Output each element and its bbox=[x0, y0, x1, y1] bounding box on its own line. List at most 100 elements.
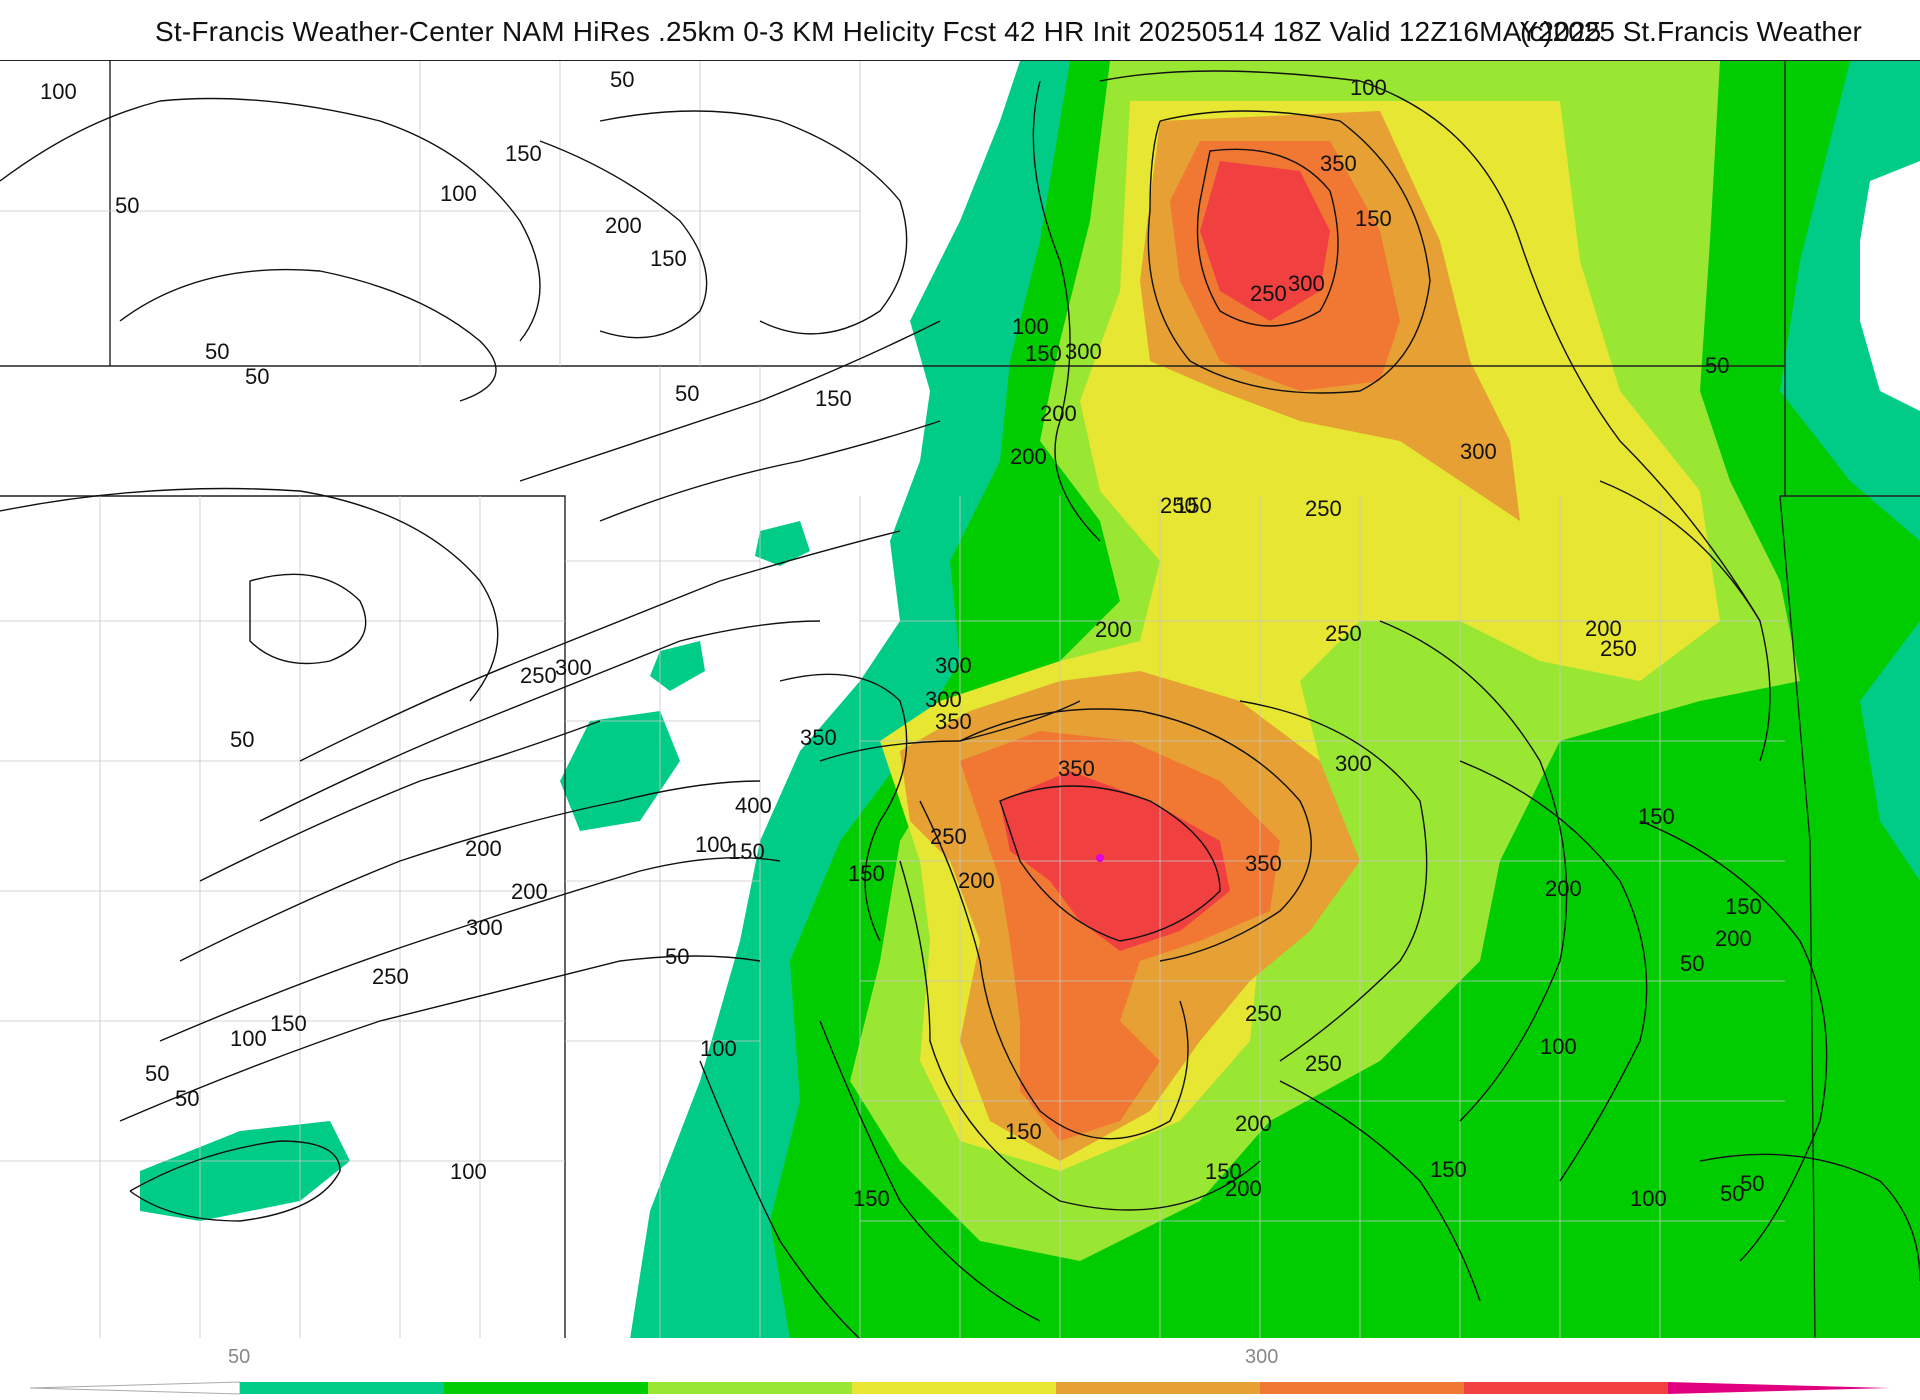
contour-label: 250 bbox=[930, 824, 967, 849]
max-marker bbox=[1096, 854, 1104, 862]
colorbar-segment bbox=[240, 1382, 444, 1394]
contour-label: 150 bbox=[848, 861, 885, 886]
contour-label: 100 bbox=[700, 1036, 737, 1061]
contour-label: 300 bbox=[1065, 339, 1102, 364]
contour-label: 300 bbox=[555, 655, 592, 680]
contour-line bbox=[1699, 1153, 1920, 1282]
fill-below-50-east bbox=[1860, 161, 1920, 411]
contour-line bbox=[699, 1060, 861, 1339]
contour-label: 250 bbox=[1250, 281, 1287, 306]
contour-label: 150 bbox=[650, 246, 687, 271]
contour-line bbox=[599, 110, 908, 335]
contour-line bbox=[119, 955, 761, 1122]
contour-label: 350 bbox=[1058, 756, 1095, 781]
contour-label: 50 bbox=[145, 1061, 169, 1086]
colorbar-tick-label: 50 bbox=[228, 1346, 251, 1368]
contour-label: 50 bbox=[1740, 1171, 1764, 1196]
contour-line bbox=[819, 1020, 1041, 1322]
contour-label: 250 bbox=[1160, 493, 1197, 518]
boundaries bbox=[0, 61, 1920, 1339]
contour-label: 250 bbox=[1245, 1001, 1282, 1026]
copyright-text: (c)2025 St.Francis Weather bbox=[1520, 16, 1862, 47]
colorbar-tick-label: 300 bbox=[1245, 1346, 1279, 1368]
contour-line bbox=[539, 140, 708, 339]
contour-label: 150 bbox=[1430, 1157, 1467, 1182]
contour-label: 150 bbox=[1005, 1119, 1042, 1144]
contour-line bbox=[259, 620, 821, 822]
contour-label: 50 bbox=[1705, 353, 1729, 378]
contour-label: 150 bbox=[505, 141, 542, 166]
contour-label: 300 bbox=[466, 915, 503, 940]
contour-label: 200 bbox=[511, 879, 548, 904]
contour-line bbox=[779, 673, 908, 942]
contour-line bbox=[299, 530, 901, 762]
contour-line bbox=[599, 420, 941, 522]
contour-label: 250 bbox=[1305, 496, 1342, 521]
contour-label: 200 bbox=[605, 213, 642, 238]
contour-line bbox=[0, 487, 499, 702]
contour-label: 200 bbox=[1235, 1111, 1272, 1136]
colorbar-segment bbox=[444, 1382, 648, 1394]
fill-350-region bbox=[1200, 161, 1330, 321]
contour-label: 50 bbox=[245, 364, 269, 389]
fill-blob-2 bbox=[650, 641, 705, 691]
county-lines bbox=[0, 61, 1785, 1339]
contour-label: 200 bbox=[465, 836, 502, 861]
contour-label: 100 bbox=[1012, 314, 1049, 339]
contour-label: 350 bbox=[935, 709, 972, 734]
contour-line bbox=[1147, 110, 1431, 394]
contour-line bbox=[1639, 820, 1828, 1262]
contour-label: 200 bbox=[958, 868, 995, 893]
contour-line bbox=[1279, 1080, 1481, 1302]
contour-line bbox=[999, 785, 1221, 942]
contour-label: 150 bbox=[1638, 804, 1675, 829]
state-boundary bbox=[0, 61, 1920, 1339]
fill-blob-4 bbox=[140, 1121, 350, 1221]
contour-label: 200 bbox=[1095, 617, 1132, 642]
contour-line bbox=[159, 856, 781, 1042]
contour-line bbox=[1239, 700, 1428, 1062]
county-grid bbox=[0, 61, 1785, 1339]
contour-label: 50 bbox=[115, 193, 139, 218]
contour-label: 250 bbox=[1305, 1051, 1342, 1076]
header: St-Francis Weather-Center NAM HiRes .25k… bbox=[0, 0, 1920, 62]
contour-label: 100 bbox=[695, 832, 732, 857]
contour-label: 300 bbox=[1335, 751, 1372, 776]
contour-line bbox=[919, 800, 1189, 1140]
contour-label: 150 bbox=[728, 839, 765, 864]
fill-blob-3 bbox=[560, 711, 680, 831]
contour-label: 50 bbox=[230, 727, 254, 752]
colorbar-right-arrow bbox=[1668, 1382, 1890, 1394]
contour-label: 150 bbox=[815, 386, 852, 411]
contour-label: 200 bbox=[1545, 876, 1582, 901]
contour-line bbox=[959, 708, 1312, 962]
contour-label: 50 bbox=[205, 339, 229, 364]
contour-label: 100 bbox=[230, 1026, 267, 1051]
contour-labels: 1005020015010050200150100501502003003503… bbox=[40, 67, 1764, 1211]
helicity-fill bbox=[140, 61, 1920, 1339]
contour-label: 250 bbox=[520, 663, 557, 688]
contour-line bbox=[119, 268, 497, 402]
contour-line bbox=[519, 320, 941, 482]
contour-label: 350 bbox=[800, 725, 837, 750]
contour-label: 100 bbox=[1630, 1186, 1667, 1211]
contour-label: 50 bbox=[1720, 1181, 1744, 1206]
contour-label: 150 bbox=[1025, 341, 1062, 366]
contour-label: 300 bbox=[935, 653, 972, 678]
contour-line bbox=[1032, 80, 1101, 542]
contour-label: 300 bbox=[1288, 271, 1325, 296]
contour-line bbox=[129, 1140, 341, 1222]
colorbar-segment bbox=[1056, 1382, 1260, 1394]
contour-label: 50 bbox=[675, 381, 699, 406]
contour-label: 200 bbox=[1225, 1176, 1262, 1201]
contour-label: 300 bbox=[925, 687, 962, 712]
contour-label: 200 bbox=[1715, 926, 1752, 951]
colorbar-segment bbox=[1464, 1382, 1668, 1394]
contour-line bbox=[249, 573, 367, 665]
fill-blob-1 bbox=[755, 521, 810, 566]
contour-line bbox=[199, 720, 601, 882]
contour-lines bbox=[0, 70, 1920, 1339]
contour-label: 50 bbox=[175, 1086, 199, 1111]
contour-label: 100 bbox=[40, 79, 77, 104]
contour-label: 150 bbox=[1175, 493, 1212, 518]
